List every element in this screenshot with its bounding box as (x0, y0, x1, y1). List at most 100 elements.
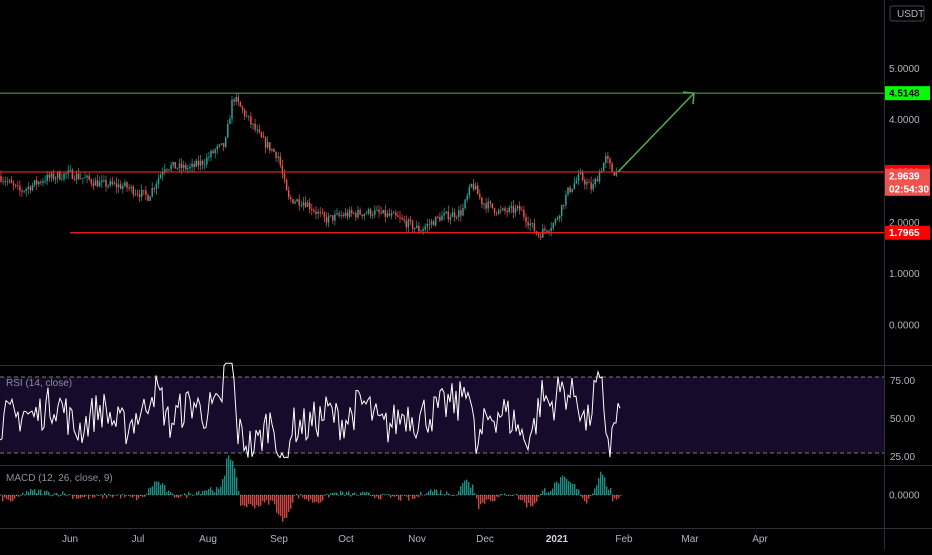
candle-body (584, 180, 586, 185)
candle-body (90, 179, 93, 184)
rsi-title[interactable]: RSI (14, close) (6, 378, 72, 389)
candle-body (518, 206, 521, 211)
macd-bar (126, 495, 128, 496)
macd-bar (388, 494, 390, 495)
candle-body (338, 213, 340, 216)
candle-body (281, 165, 284, 174)
projection-line[interactable] (617, 92, 695, 173)
candle-body (525, 216, 527, 223)
macd-bar (198, 490, 200, 495)
macd-bar (38, 489, 40, 495)
macd-bar (348, 491, 350, 495)
candle-body (451, 212, 454, 217)
candle-body (514, 208, 517, 213)
candle-body (468, 186, 471, 196)
macd-bar (378, 495, 380, 500)
macd-bar (188, 492, 190, 495)
candle-body (80, 178, 82, 180)
macd-bar (30, 489, 32, 495)
candle-body (487, 201, 489, 209)
macd-bar (322, 495, 324, 501)
candle-body (571, 188, 573, 192)
candle-body (14, 184, 17, 186)
candle-body (124, 182, 126, 187)
candle-body (470, 183, 473, 187)
macd-bar (92, 495, 94, 498)
macd-bar (340, 490, 342, 495)
macd-bar (150, 487, 152, 495)
macd-bar (602, 474, 604, 495)
macd-bar (492, 495, 494, 502)
candle-body (252, 123, 254, 125)
candle-body (214, 149, 216, 153)
macd-axis[interactable]: 0.0000 (889, 491, 920, 502)
candle-body (277, 156, 279, 158)
macd-bar (44, 491, 46, 495)
rsi-line (0, 362, 621, 459)
macd-bar (284, 495, 286, 519)
candle-body (449, 216, 452, 220)
macd-bar (62, 491, 64, 495)
candle-body (132, 186, 135, 195)
candle-body (388, 213, 391, 216)
candle-body (6, 181, 9, 183)
macd-bar (398, 495, 400, 500)
macd-bar (418, 495, 420, 498)
macd-bar (578, 489, 580, 495)
time-axis[interactable]: Jun Jul Aug Sep Oct Nov Dec 2021 Feb Mar Apr (62, 534, 769, 545)
macd-bar (468, 482, 470, 495)
candle-body (479, 194, 481, 198)
macd-bar (426, 493, 428, 495)
price-axis[interactable]: 5.0000 4.0000 2.0000 1.0000 0.0000 (889, 64, 920, 332)
candle-body (569, 187, 571, 192)
tag-resistance-green-text: 4.5148 (889, 89, 920, 100)
macd-bar (288, 495, 290, 512)
macd-bar (28, 492, 30, 495)
currency-badge-frame[interactable] (889, 5, 925, 22)
candle-body (224, 137, 227, 147)
macd-bar (408, 495, 410, 501)
macd-bar (382, 493, 384, 495)
candle-body (63, 173, 65, 180)
macd-bar (402, 495, 404, 496)
candle-body (35, 180, 38, 185)
macd-bar (476, 495, 478, 499)
candle-body (476, 185, 479, 195)
macd-bar (400, 495, 402, 501)
macd-bar (280, 495, 282, 517)
candle-body (420, 231, 422, 232)
candle-body (371, 214, 374, 216)
macd-bar (466, 479, 468, 495)
candle-body (105, 179, 107, 187)
macd-bar (390, 495, 392, 498)
macd-bar (570, 482, 572, 495)
candle-body (308, 202, 311, 210)
macd-title[interactable]: MACD (12, 26, close, 9) (6, 473, 113, 484)
macd-bar (102, 495, 104, 499)
horizontal-lines[interactable] (0, 92, 884, 234)
macd-bar (482, 495, 484, 503)
candle-body (523, 210, 525, 217)
candle-body (44, 181, 46, 182)
candle-body (298, 199, 300, 206)
projection-arrow[interactable] (617, 91, 695, 173)
candle-body (50, 173, 53, 178)
candle-body (195, 160, 198, 167)
macd-bar (590, 495, 592, 497)
macd-bar (176, 495, 178, 498)
currency-badge[interactable]: USDT (889, 5, 925, 22)
macd-bar (106, 495, 108, 499)
candle-body (556, 218, 559, 220)
candle-body (317, 211, 319, 214)
candle-body (239, 101, 242, 107)
rsi-axis[interactable]: 75.00 50.00 25.00 (890, 376, 915, 463)
candle-body (592, 184, 594, 190)
macd-bar (294, 495, 296, 496)
candle-body (256, 129, 258, 131)
macd-bar (600, 471, 602, 495)
projection-arrow-head[interactable] (682, 91, 695, 105)
price-tick-label: 2.0000 (889, 218, 920, 229)
candle-body (348, 210, 351, 217)
